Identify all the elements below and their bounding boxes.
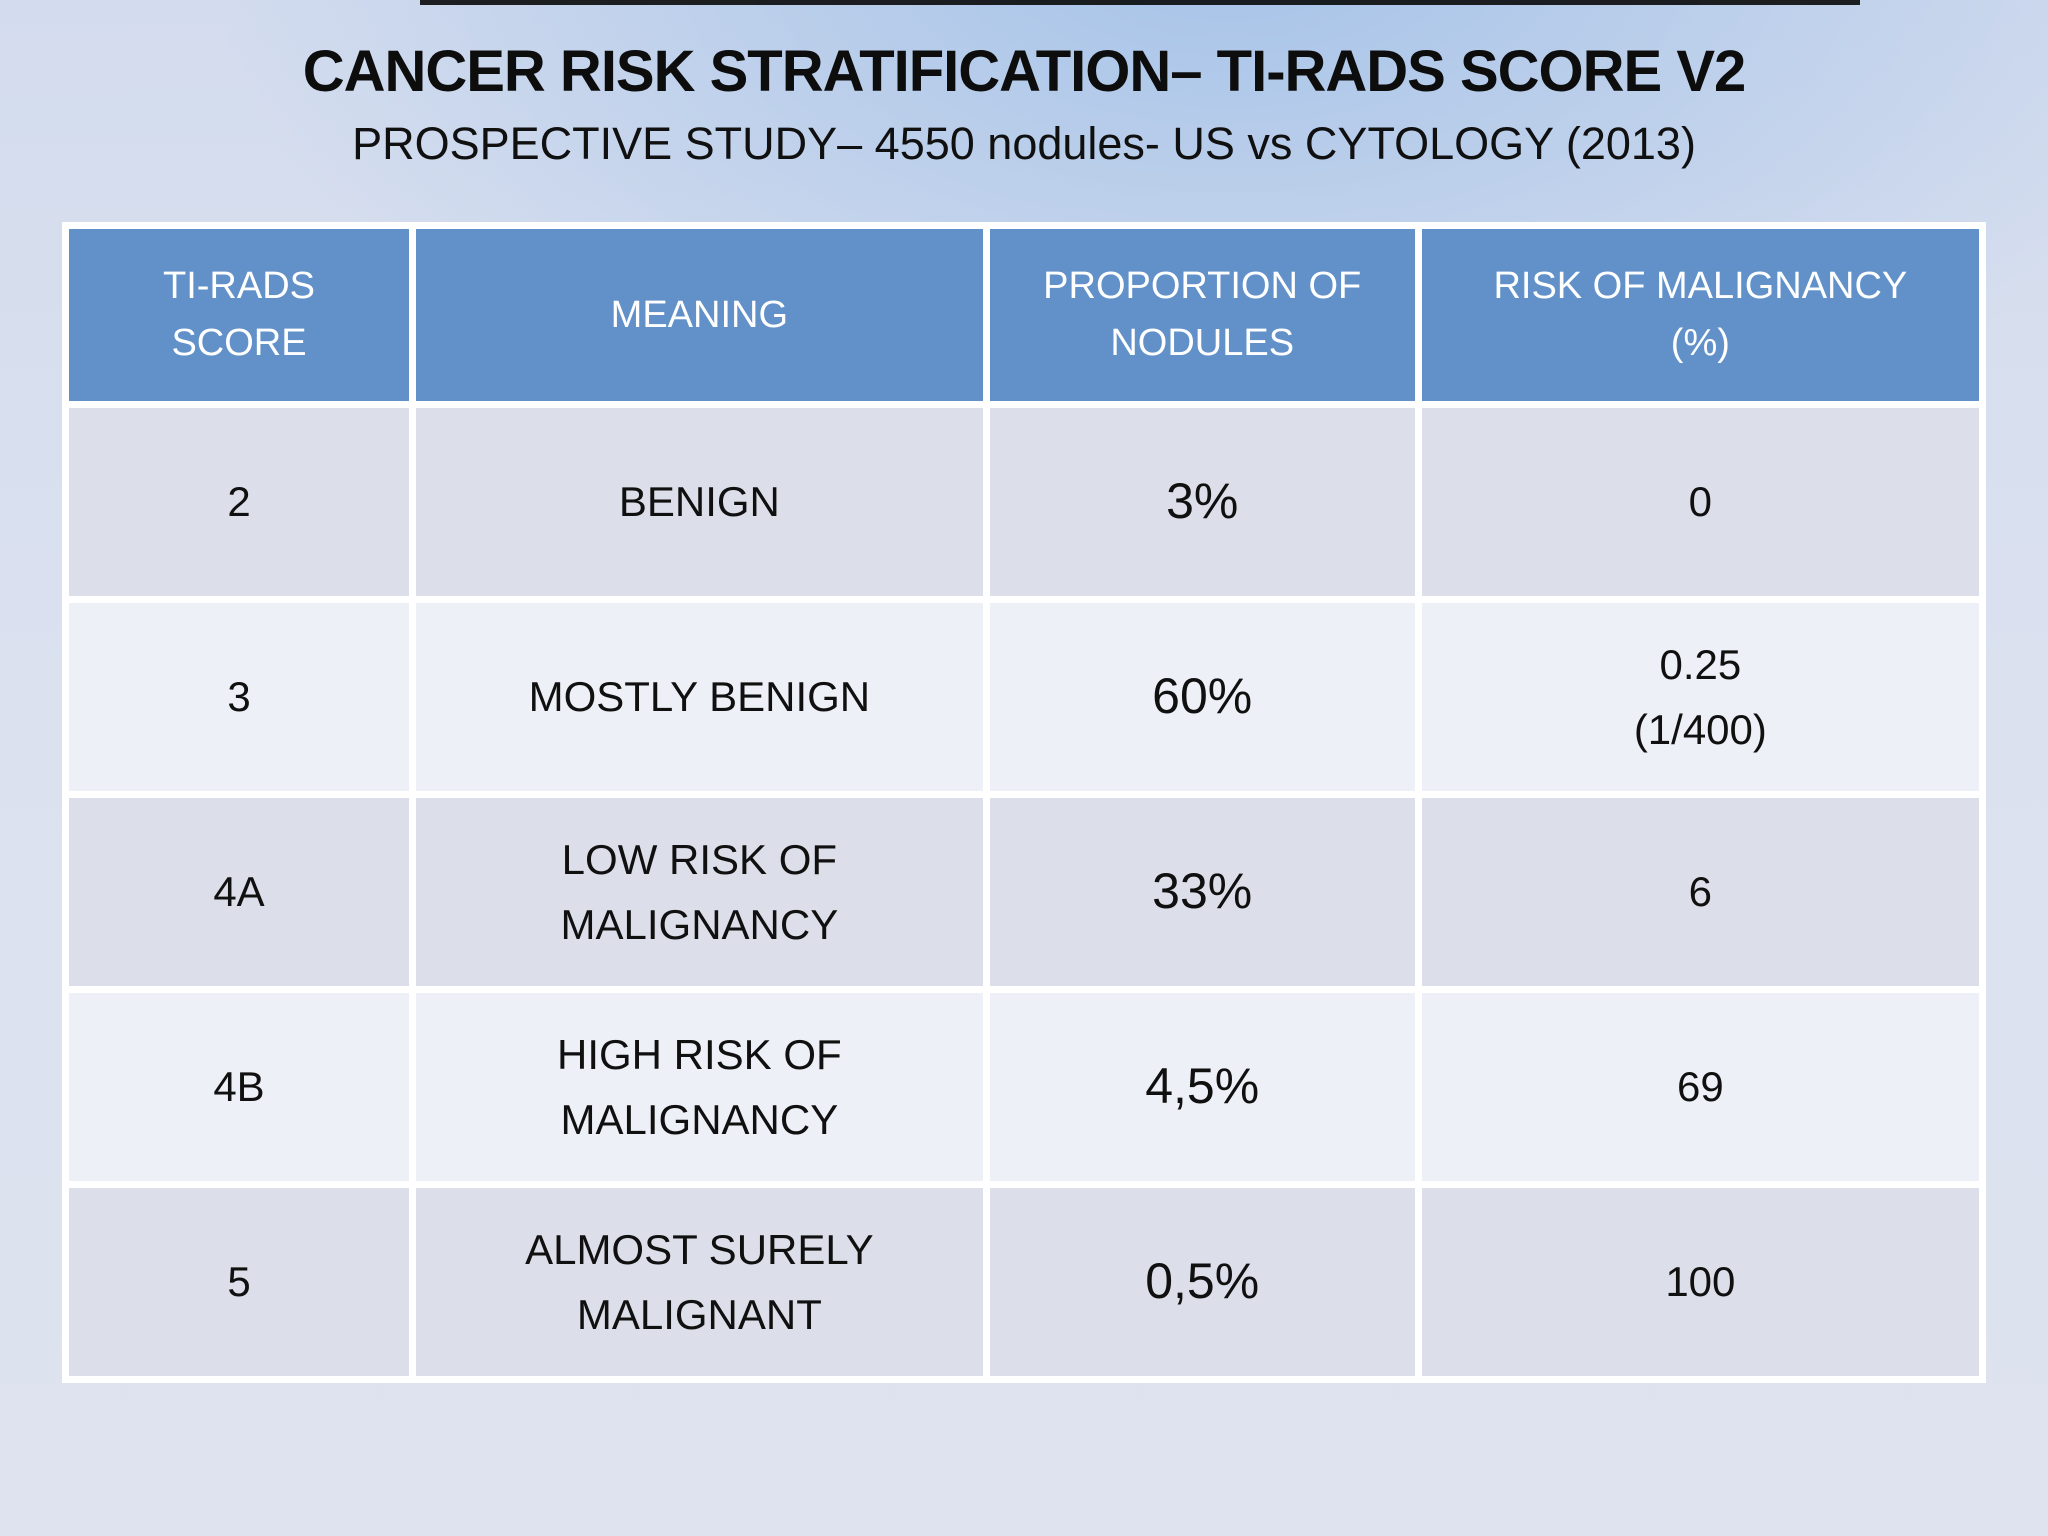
cell-proportion: 4,5% xyxy=(989,993,1415,1181)
header-tirads-score: TI-RADS SCORE xyxy=(69,229,410,401)
cell-score: 2 xyxy=(69,408,410,596)
cell-meaning: MOSTLY BENIGN xyxy=(416,603,983,791)
cell-proportion: 0,5% xyxy=(989,1188,1415,1376)
table-row: 4A LOW RISK OF MALIGNANCY 33% 6 xyxy=(69,798,1979,986)
table-row: 5 ALMOST SURELY MALIGNANT 0,5% 100 xyxy=(69,1188,1979,1376)
cell-proportion: 60% xyxy=(989,603,1415,791)
cell-score: 5 xyxy=(69,1188,410,1376)
top-edge-line xyxy=(420,0,1860,5)
header-risk: RISK OF MALIGNANCY (%) xyxy=(1421,229,1979,401)
cell-score: 4B xyxy=(69,993,410,1181)
cell-meaning: ALMOST SURELY MALIGNANT xyxy=(416,1188,983,1376)
header-row: TI-RADS SCORE MEANING PROPORTION OF NODU… xyxy=(69,229,1979,401)
cell-risk: 69 xyxy=(1421,993,1979,1181)
tirads-risk-table: TI-RADS SCORE MEANING PROPORTION OF NODU… xyxy=(62,222,1986,1383)
cell-risk: 0.25 (1/400) xyxy=(1421,603,1979,791)
cell-proportion: 33% xyxy=(989,798,1415,986)
header-meaning: MEANING xyxy=(416,229,983,401)
slide-title: CANCER RISK STRATIFICATION– TI-RADS SCOR… xyxy=(302,39,1747,104)
table-row: 2 BENIGN 3% 0 xyxy=(69,408,1979,596)
table-row: 3 MOSTLY BENIGN 60% 0.25 (1/400) xyxy=(69,603,1979,791)
cell-risk: 6 xyxy=(1421,798,1979,986)
cell-score: 3 xyxy=(69,603,410,791)
cell-risk: 100 xyxy=(1421,1188,1979,1376)
cell-meaning: BENIGN xyxy=(416,408,983,596)
table-row: 4B HIGH RISK OF MALIGNANCY 4,5% 69 xyxy=(69,993,1979,1181)
header-proportion: PROPORTION OF NODULES xyxy=(989,229,1415,401)
cell-risk: 0 xyxy=(1421,408,1979,596)
cell-score: 4A xyxy=(69,798,410,986)
slide-subtitle: PROSPECTIVE STUDY– 4550 nodules- US vs C… xyxy=(352,118,1696,169)
cell-proportion: 3% xyxy=(989,408,1415,596)
cell-meaning: HIGH RISK OF MALIGNANCY xyxy=(416,993,983,1181)
cell-meaning: LOW RISK OF MALIGNANCY xyxy=(416,798,983,986)
